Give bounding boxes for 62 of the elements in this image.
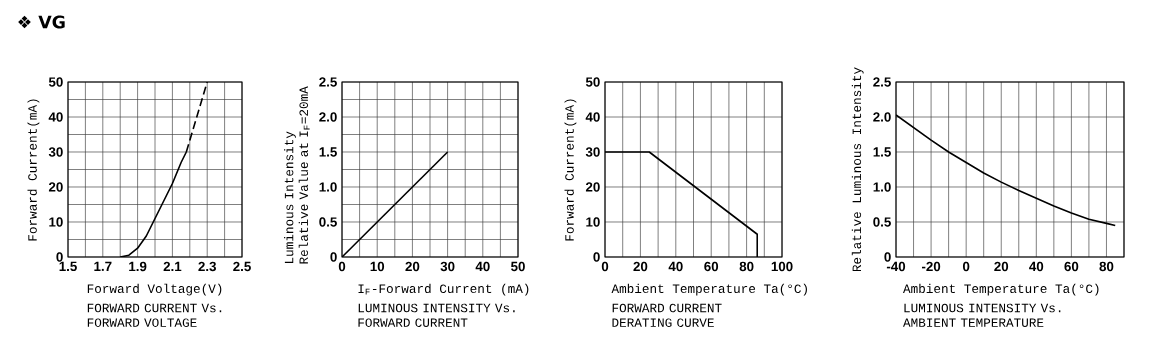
- text: FORWARD CURRENT DERATING CURVE: [612, 303, 722, 327]
- y-axis-title: Relative Luminous Intensity: [851, 67, 864, 272]
- y-tick-label: 2.5: [873, 77, 891, 87]
- y-axis-title: Forward Current(mA): [564, 99, 577, 241]
- y-tick-label: 50: [48, 77, 63, 87]
- x-tick-label: -40: [886, 261, 906, 272]
- x-tick-label: 60: [1064, 261, 1079, 272]
- x-tick-label: 2.3: [198, 261, 216, 272]
- y-axis-title: Forward Current(mA): [27, 99, 40, 241]
- y-tick-label: 1.0: [873, 182, 891, 192]
- text: FORWARD CURRENT Vs. FORWARD VOLTAGE: [87, 303, 222, 327]
- text: LUMINOUS INTENSITY Vs. AMBIENT TEMPERATURE: [903, 303, 1061, 327]
- y-tick-label: 1.5: [319, 147, 337, 157]
- y-tick-label: 10: [586, 217, 600, 227]
- y-tick-label: 40: [585, 112, 600, 122]
- x-axis-title: Ambient Temperature Ta(°C): [903, 283, 1099, 296]
- x-tick-label: 1.5: [59, 261, 77, 272]
- x-tick-label: 80: [739, 261, 754, 272]
- y-tick-label: 0: [593, 252, 600, 262]
- x-axis-title: Forward Voltage(V): [87, 283, 222, 296]
- y-tick-label: 0: [56, 252, 63, 262]
- y-tick-label: 2.0: [319, 112, 337, 122]
- x-tick-label: 100: [771, 261, 793, 272]
- y-tick-label: 0.5: [873, 217, 891, 227]
- x-tick-label: 1.7: [94, 261, 112, 271]
- x-tick-label: 60: [704, 261, 719, 272]
- y-tick-label: 50: [585, 77, 600, 87]
- x-tick-label: 10: [370, 261, 385, 272]
- x-tick-label: 2.1: [163, 261, 182, 272]
- y-tick-label: 30: [48, 147, 63, 157]
- y-tick-label: 1.0: [319, 182, 337, 192]
- x-axis-title: Ambient Temperature Ta(°C): [611, 283, 807, 296]
- y-tick-label: 0: [330, 252, 337, 262]
- x-tick-label: 40: [1029, 261, 1044, 272]
- y-tick-label: 1.5: [873, 147, 891, 157]
- y-axis-title: Luminous Intensity Relative Value at I$_{F}$=20mA: [284, 86, 310, 264]
- y-tick-label: 0: [884, 252, 891, 262]
- y-tick-label: 30: [585, 147, 600, 157]
- x-tick-label: 50: [511, 261, 525, 272]
- y-tick-label: 2.5: [319, 77, 337, 87]
- x-tick-label: 0: [338, 261, 346, 272]
- y-tick-label: 20: [585, 182, 600, 192]
- y-tick-label: 2.0: [873, 112, 891, 122]
- y-tick-label: 40: [48, 112, 63, 122]
- x-tick-label: 2.5: [233, 261, 251, 272]
- x-tick-label: 1.9: [129, 261, 147, 272]
- x-tick-label: 40: [475, 261, 490, 272]
- x-tick-label: 20: [994, 261, 1009, 272]
- x-tick-label: 0: [962, 261, 970, 272]
- x-tick-label: 0: [601, 261, 609, 272]
- x-tick-label: 20: [633, 261, 648, 272]
- y-tick-label: 20: [48, 182, 63, 192]
- x-tick-label: 40: [668, 261, 683, 272]
- x-tick-label: -20: [921, 261, 941, 272]
- x-tick-label: 20: [405, 261, 420, 272]
- x-tick-label: 30: [440, 261, 455, 272]
- x-tick-label: 80: [1099, 261, 1114, 272]
- y-tick-label: 0.5: [319, 217, 337, 227]
- text: LUMINOUS INTENSITY Vs. FORWARD CURRENT: [358, 303, 515, 327]
- text: ❖ VG: [18, 15, 65, 29]
- x-axis-title: I$_{F}$-Forward Current (mA): [358, 283, 529, 296]
- y-tick-label: 10: [49, 217, 63, 227]
